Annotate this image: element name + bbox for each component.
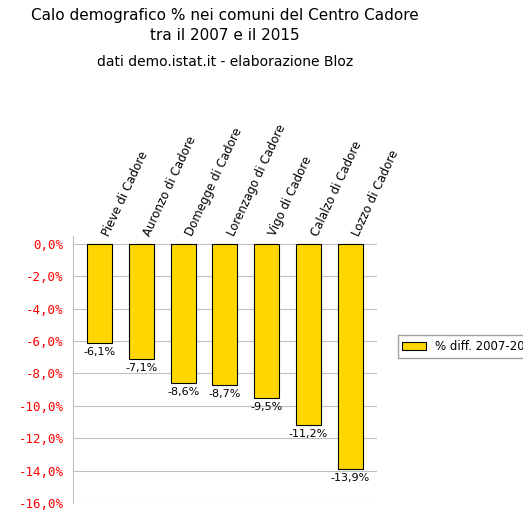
Text: Domegge di Cadore: Domegge di Cadore	[183, 126, 245, 238]
Text: Auronzo di Cadore: Auronzo di Cadore	[141, 134, 199, 238]
Bar	[338, 244, 363, 469]
Text: Calalzo di Cadore: Calalzo di Cadore	[309, 139, 364, 238]
Text: Lorenzago di Cadore: Lorenzago di Cadore	[225, 123, 288, 238]
Text: Vigo di Cadore: Vigo di Cadore	[267, 155, 315, 238]
Text: -13,9%: -13,9%	[331, 473, 370, 483]
Text: -11,2%: -11,2%	[289, 429, 328, 439]
Text: -9,5%: -9,5%	[251, 402, 283, 412]
Bar	[87, 244, 112, 343]
Text: dati demo.istat.it - elaborazione Bloz: dati demo.istat.it - elaborazione Bloz	[97, 55, 353, 69]
Text: -8,6%: -8,6%	[167, 387, 199, 397]
Bar	[254, 244, 279, 398]
Legend: % diff. 2007-2015: % diff. 2007-2015	[397, 335, 523, 358]
Bar	[129, 244, 154, 359]
Text: -8,7%: -8,7%	[209, 389, 241, 399]
Bar	[212, 244, 237, 385]
Text: -6,1%: -6,1%	[84, 347, 116, 357]
Bar	[170, 244, 196, 383]
Bar	[296, 244, 321, 425]
Text: Lozzo di Cadore: Lozzo di Cadore	[350, 148, 402, 238]
Text: Calo demografico % nei comuni del Centro Cadore
tra il 2007 e il 2015: Calo demografico % nei comuni del Centro…	[31, 8, 419, 42]
Text: Pieve di Cadore: Pieve di Cadore	[99, 149, 150, 238]
Text: -7,1%: -7,1%	[125, 363, 157, 373]
